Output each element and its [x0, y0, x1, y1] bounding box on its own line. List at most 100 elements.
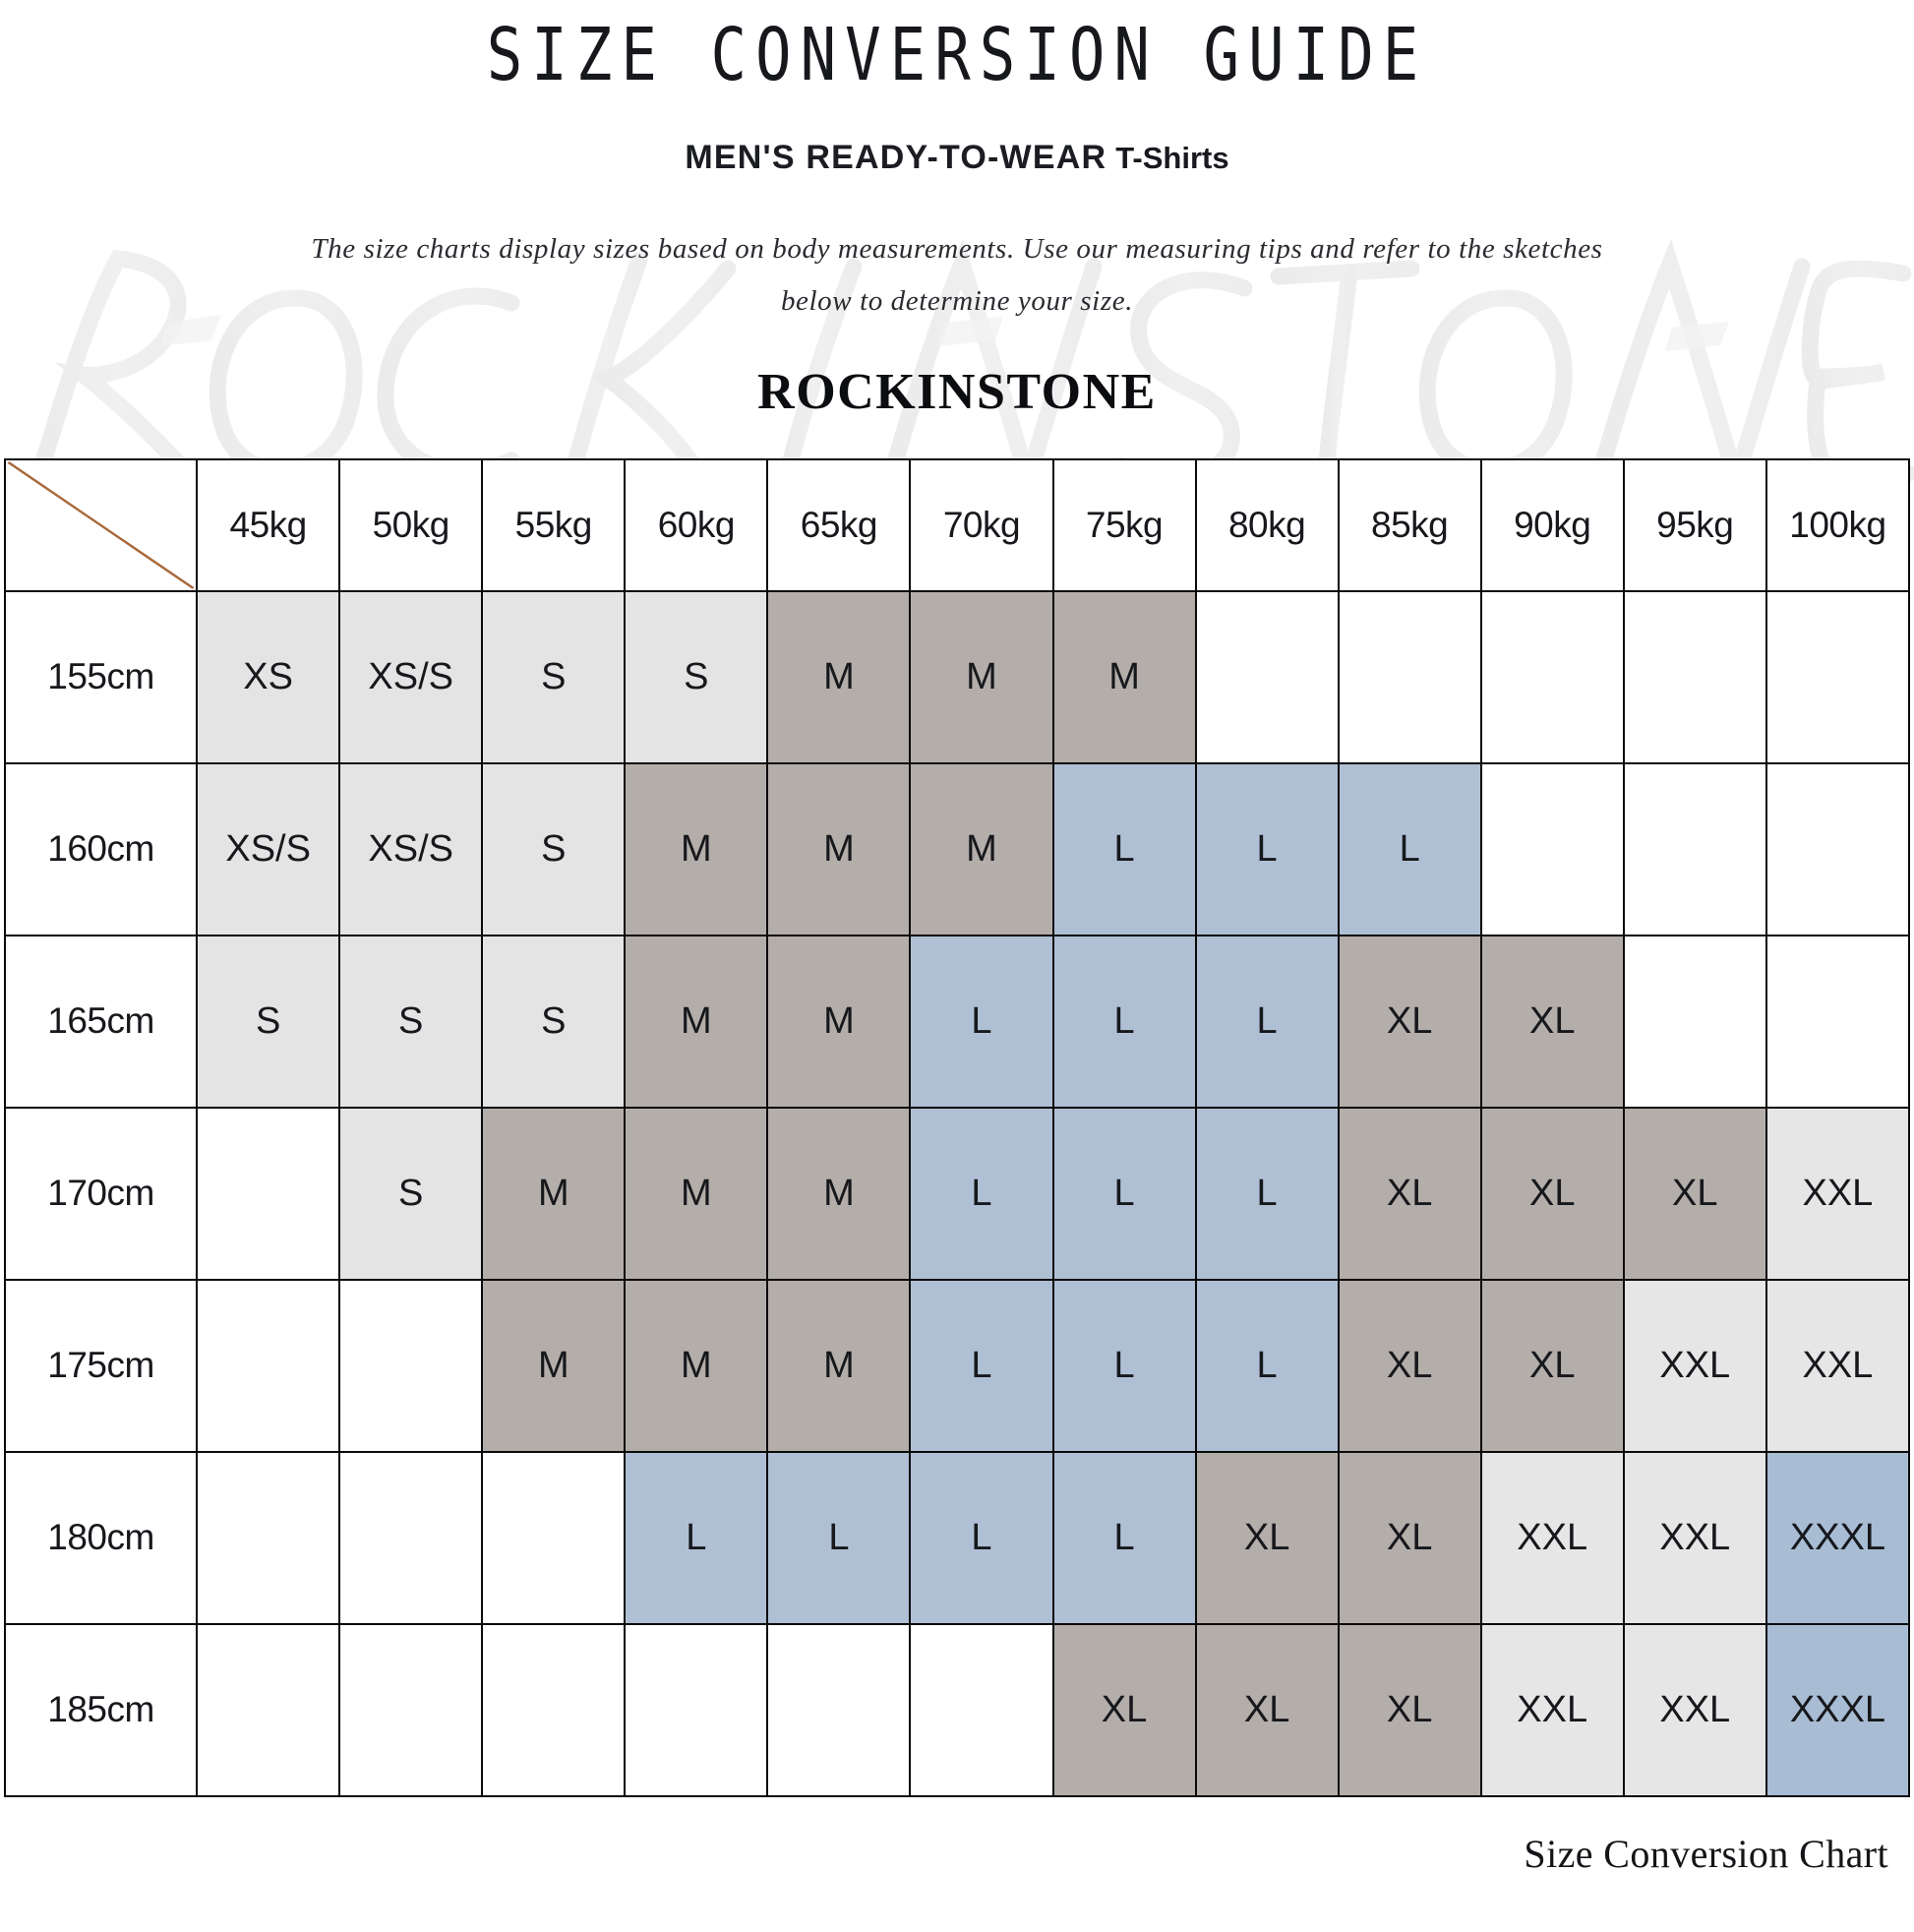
- size-cell: XXL: [1764, 1106, 1911, 1281]
- size-cell-empty: [338, 1622, 484, 1797]
- size-cell: XXL: [1479, 1450, 1625, 1625]
- weight-header-80kg: 80kg: [1194, 457, 1340, 592]
- size-cell: XS/S: [338, 589, 484, 764]
- size-cell: XL: [1337, 934, 1482, 1109]
- size-cell: L: [909, 934, 1054, 1109]
- weight-header-85kg: 85kg: [1337, 457, 1482, 592]
- size-cell: L: [766, 1450, 912, 1625]
- size-cell: M: [909, 589, 1054, 764]
- size-cell: M: [766, 1278, 912, 1453]
- size-cell: M: [909, 761, 1054, 936]
- weight-header-65kg: 65kg: [766, 457, 912, 592]
- brand-name: ROCKINSTONE: [757, 363, 1157, 420]
- description-text: The size charts display sizes based on b…: [259, 223, 1655, 328]
- size-cell: XXL: [1622, 1622, 1767, 1797]
- size-cell: M: [624, 1106, 769, 1281]
- weight-header-60kg: 60kg: [624, 457, 769, 592]
- table-row: 185cm XL XL XL XXL XXL XXXL: [3, 1622, 1911, 1797]
- height-header-170cm: 170cm: [3, 1106, 199, 1281]
- size-cell: XXL: [1764, 1278, 1911, 1453]
- height-header-180cm: 180cm: [3, 1450, 199, 1625]
- size-cell-empty: [481, 1622, 627, 1797]
- table-header-row: 45kg 50kg 55kg 60kg 65kg 70kg 75kg 80kg 85kg 90kg…: [3, 457, 1911, 592]
- size-cell-empty: [196, 1106, 341, 1281]
- size-cell-empty: [1479, 761, 1625, 936]
- weight-header-90kg: 90kg: [1479, 457, 1625, 592]
- table-header: 45kg 50kg 55kg 60kg 65kg 70kg 75kg 80kg 85kg 90kg…: [3, 457, 1911, 592]
- size-cell: L: [624, 1450, 769, 1625]
- weight-header-95kg: 95kg: [1622, 457, 1767, 592]
- size-cell-empty: [196, 1622, 341, 1797]
- size-cell: L: [1051, 1106, 1197, 1281]
- size-cell: L: [1051, 1278, 1197, 1453]
- weight-header-45kg: 45kg: [196, 457, 341, 592]
- size-cell-empty: [1337, 589, 1482, 764]
- size-cell: S: [338, 934, 484, 1109]
- size-cell: M: [766, 1106, 912, 1281]
- size-cell: XL: [1479, 1278, 1625, 1453]
- weight-header-70kg: 70kg: [909, 457, 1054, 592]
- size-cell-empty: [1479, 589, 1625, 764]
- size-cell: M: [624, 934, 769, 1109]
- size-cell: S: [196, 934, 341, 1109]
- size-cell: XL: [1337, 1622, 1482, 1797]
- size-cell: M: [624, 761, 769, 936]
- size-cell: L: [909, 1106, 1054, 1281]
- height-header-155cm: 155cm: [3, 589, 199, 764]
- height-header-165cm: 165cm: [3, 934, 199, 1109]
- size-cell: XS: [196, 589, 341, 764]
- size-cell: L: [1194, 1278, 1340, 1453]
- size-cell: L: [1194, 761, 1340, 936]
- size-cell: XXL: [1479, 1622, 1625, 1797]
- size-cell-empty: [1764, 934, 1911, 1109]
- size-cell: XL: [1194, 1622, 1340, 1797]
- description-line-1: The size charts display sizes based on b…: [311, 232, 1603, 265]
- size-cell: XL: [1337, 1278, 1482, 1453]
- height-header-160cm: 160cm: [3, 761, 199, 936]
- size-cell-empty: [1764, 761, 1911, 936]
- size-cell: L: [1337, 761, 1482, 936]
- size-cell: M: [481, 1106, 627, 1281]
- size-cell: XL: [1479, 934, 1625, 1109]
- size-cell: S: [338, 1106, 484, 1281]
- weight-header-75kg: 75kg: [1051, 457, 1197, 592]
- size-cell: XS/S: [196, 761, 341, 936]
- size-cell: XXXL: [1764, 1450, 1911, 1625]
- table-corner-cell: [3, 457, 199, 592]
- size-cell: XL: [1337, 1106, 1482, 1281]
- size-cell-empty: [1622, 761, 1767, 936]
- height-header-175cm: 175cm: [3, 1278, 199, 1453]
- subtitle-garment: T-Shirts: [1115, 140, 1229, 175]
- weight-header-55kg: 55kg: [481, 457, 627, 592]
- size-cell: L: [1051, 761, 1197, 936]
- size-cell: M: [766, 761, 912, 936]
- size-cell-empty: [196, 1450, 341, 1625]
- size-cell: XS/S: [338, 761, 484, 936]
- table-row: 155cm XS XS/S S S M M M: [3, 589, 1911, 764]
- size-cell-empty: [1764, 589, 1911, 764]
- description-line-2: below to determine your size.: [780, 284, 1134, 317]
- size-cell: XL: [1051, 1622, 1197, 1797]
- size-cell: XL: [1194, 1450, 1340, 1625]
- size-cell-empty: [624, 1622, 769, 1797]
- size-cell: M: [481, 1278, 627, 1453]
- size-cell: M: [624, 1278, 769, 1453]
- size-cell: S: [481, 934, 627, 1109]
- size-cell: XXL: [1622, 1278, 1767, 1453]
- size-cell-empty: [338, 1450, 484, 1625]
- size-cell-empty: [196, 1278, 341, 1453]
- size-cell: M: [1051, 589, 1197, 764]
- corner-diagonal-line: [7, 460, 195, 589]
- size-cell-empty: [1622, 934, 1767, 1109]
- size-cell-empty: [909, 1622, 1054, 1797]
- size-cell: XL: [1479, 1106, 1625, 1281]
- size-cell-empty: [481, 1450, 627, 1625]
- size-cell: M: [766, 589, 912, 764]
- size-cell: L: [909, 1450, 1054, 1625]
- size-cell-empty: [766, 1622, 912, 1797]
- size-cell-empty: [1622, 589, 1767, 764]
- footer-caption: Size Conversion Chart: [1524, 1831, 1888, 1876]
- size-cell-empty: [338, 1278, 484, 1453]
- size-guide-page: SIZE CONVERSION GUIDE MEN'S READY-TO-WEA…: [0, 17, 1914, 1877]
- size-cell: L: [1051, 1450, 1197, 1625]
